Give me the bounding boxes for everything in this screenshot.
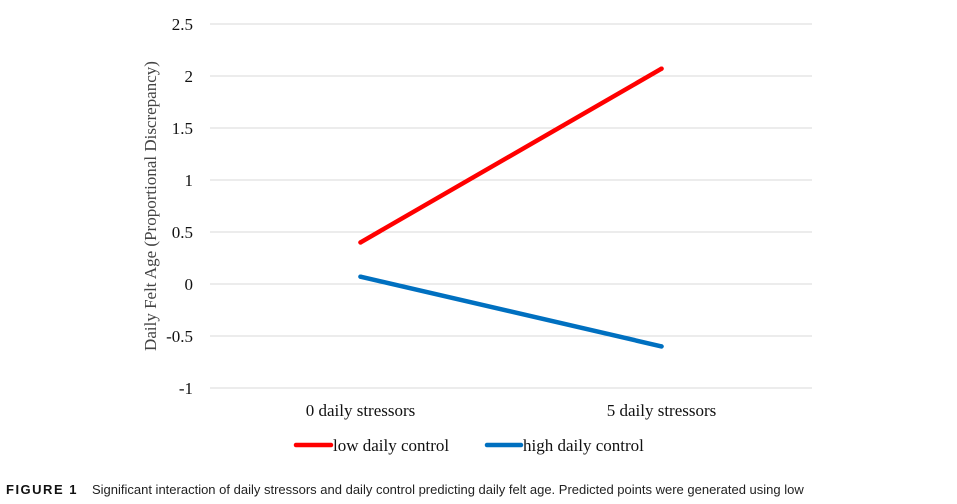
y-tick-label: -0.5	[166, 327, 193, 346]
y-tick-label: 1.5	[172, 119, 193, 138]
legend-label: high daily control	[523, 436, 644, 455]
legend: low daily control high daily control	[293, 436, 644, 455]
legend-label: low daily control	[333, 436, 449, 455]
data-point	[358, 274, 363, 279]
x-tick-label: 0 daily stressors	[306, 401, 416, 420]
figure-label: FIGURE 1	[6, 482, 78, 497]
caption-text: Significant interaction of daily stresso…	[91, 482, 804, 497]
data-point	[659, 344, 664, 349]
y-tick-label: 2.5	[172, 15, 193, 34]
y-tick-label: 0.5	[172, 223, 193, 242]
series-line-0	[358, 66, 664, 245]
x-axis-ticks: 0 daily stressors 5 daily stressors	[306, 401, 717, 420]
gridlines	[210, 23, 812, 389]
y-axis-ticks: 2.5 2 1.5 1 0.5 0 -0.5 -1	[166, 15, 193, 398]
y-tick-label: -1	[179, 379, 193, 398]
y-tick-label: 2	[185, 67, 194, 86]
line-chart: 2.5 2 1.5 1 0.5 0 -0.5 -1 0 daily stressors 5 da…	[141, 15, 812, 455]
x-tick-label: 5 daily stressors	[607, 401, 717, 420]
data-series	[358, 66, 664, 349]
series-line-1	[358, 274, 664, 349]
y-tick-label: 1	[185, 171, 194, 190]
y-axis-title: Daily Felt Age (Proportional Discrepancy…	[141, 61, 160, 351]
data-point	[358, 240, 363, 245]
figure-caption: FIGURE 1 Significant interaction of daily…	[6, 482, 956, 498]
y-tick-label: 0	[185, 275, 194, 294]
data-point	[659, 66, 664, 71]
